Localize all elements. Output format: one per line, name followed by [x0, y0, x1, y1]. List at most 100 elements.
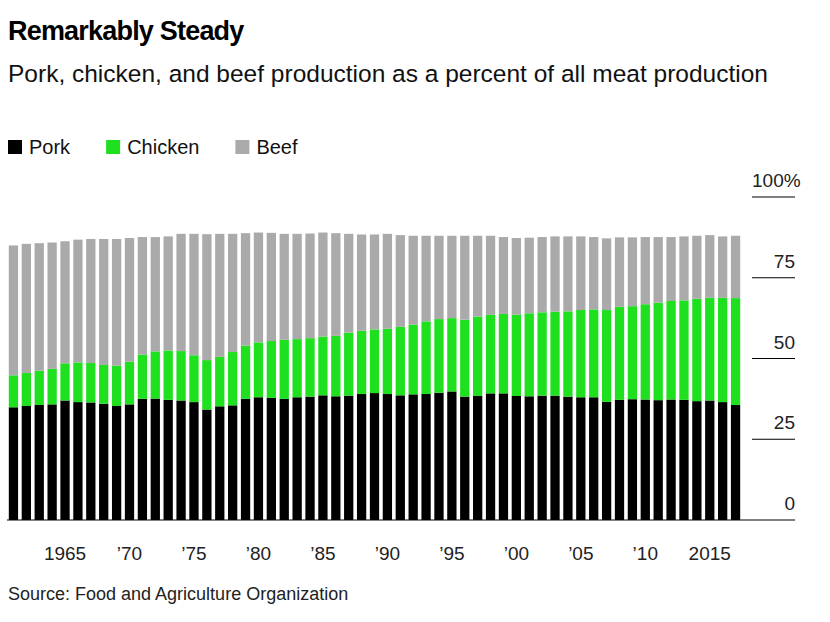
bar-segment	[602, 310, 611, 402]
bar-segment	[550, 312, 559, 396]
bar-segment	[60, 400, 69, 520]
bar-segment	[666, 400, 675, 520]
bar-segment	[189, 355, 198, 402]
bar-segment	[550, 396, 559, 520]
bar-segment	[679, 300, 688, 399]
bar-segment	[421, 236, 430, 322]
bar-segment	[525, 313, 534, 396]
bar-segment	[718, 236, 727, 297]
bar-segment	[22, 244, 31, 373]
subtitle: Pork, chicken, and beef production as a …	[8, 60, 768, 87]
legend-swatch	[235, 140, 249, 154]
bar-segment	[99, 239, 108, 365]
bar-segment	[486, 236, 495, 315]
bar-segment	[318, 395, 327, 520]
y-tick	[752, 358, 795, 359]
bar-segment	[705, 235, 714, 298]
bar-segment	[267, 341, 276, 398]
bar-segment	[563, 397, 572, 520]
bar-segment	[344, 333, 353, 396]
bar-segment	[228, 405, 237, 520]
bar-segment	[512, 315, 521, 396]
bar-segment	[396, 395, 405, 520]
bar-segment	[86, 402, 95, 520]
bar-segment	[164, 400, 173, 520]
bar-segment	[666, 237, 675, 301]
bar-segment	[99, 365, 108, 404]
bar-segment	[292, 339, 301, 397]
bar-segment	[421, 321, 430, 394]
bar-segment	[112, 406, 121, 520]
bar-segment	[189, 402, 198, 520]
bar-segment	[460, 397, 469, 520]
bar-segment	[164, 236, 173, 350]
bar-segment	[47, 404, 56, 520]
bar-segment	[396, 235, 405, 327]
bar-segment	[331, 233, 340, 336]
bar-segment	[563, 236, 572, 311]
bar-segment	[525, 396, 534, 520]
bar-segment	[615, 237, 624, 306]
bar-segment	[151, 351, 160, 398]
bar-segment	[499, 393, 508, 520]
legend-swatch	[106, 140, 120, 154]
bar-segment	[318, 233, 327, 337]
bar-segment	[176, 400, 185, 520]
bar-segment	[164, 350, 173, 399]
bar-segment	[22, 373, 31, 406]
bar-segment	[434, 393, 443, 520]
bar-segment	[189, 234, 198, 355]
bar-segment	[267, 233, 276, 341]
y-tick	[7, 519, 795, 520]
legend-label: Beef	[256, 136, 298, 158]
bar-segment	[73, 240, 82, 363]
bar-segment	[370, 234, 379, 329]
bar-segment	[280, 234, 289, 340]
bar-segment	[112, 239, 121, 366]
bar-segment	[731, 236, 740, 298]
bar-segment	[254, 342, 263, 397]
bar-segment	[176, 351, 185, 400]
bar-segment	[692, 401, 701, 520]
bar-segment	[628, 237, 637, 306]
bar-segment	[499, 314, 508, 393]
bar-segment	[9, 375, 18, 407]
bar-segment	[641, 304, 650, 399]
bar-segment	[305, 338, 314, 396]
bar-segment	[202, 360, 211, 409]
x-tick-label: ’90	[375, 543, 400, 564]
source: Source: Food and Agriculture Organizatio…	[8, 584, 348, 604]
x-tick-label: ’85	[310, 543, 335, 564]
bar-segment	[344, 234, 353, 333]
bar-segment	[22, 406, 31, 520]
bar-segment	[305, 397, 314, 520]
bar-segment	[292, 397, 301, 520]
bar-segment	[370, 329, 379, 393]
bar-segment	[679, 236, 688, 300]
bar-segment	[512, 396, 521, 520]
bar-segment	[228, 234, 237, 352]
bar-segment	[666, 301, 675, 400]
x-tick-label: ’75	[181, 543, 206, 564]
bar-segment	[537, 237, 546, 312]
legend-swatch	[8, 140, 22, 154]
bar-segment	[254, 397, 263, 520]
bar-segment	[705, 298, 714, 401]
bar-segment	[525, 238, 534, 314]
bar-segment	[434, 319, 443, 393]
bar-segment	[460, 320, 469, 397]
bar-segment	[35, 371, 44, 405]
bar-segment	[396, 327, 405, 395]
bar-segment	[151, 399, 160, 520]
y-tick-label: 100%	[752, 170, 801, 191]
bar-segment	[241, 399, 250, 520]
bar-segment	[280, 399, 289, 520]
bar-segment	[654, 303, 663, 401]
bar-segment	[679, 400, 688, 520]
title: Remarkably Steady	[8, 16, 244, 46]
bar-segment	[215, 234, 224, 357]
bar-segment	[576, 236, 585, 310]
bar-segment	[331, 336, 340, 396]
bar-segment	[602, 402, 611, 520]
bar-segment	[86, 363, 95, 402]
